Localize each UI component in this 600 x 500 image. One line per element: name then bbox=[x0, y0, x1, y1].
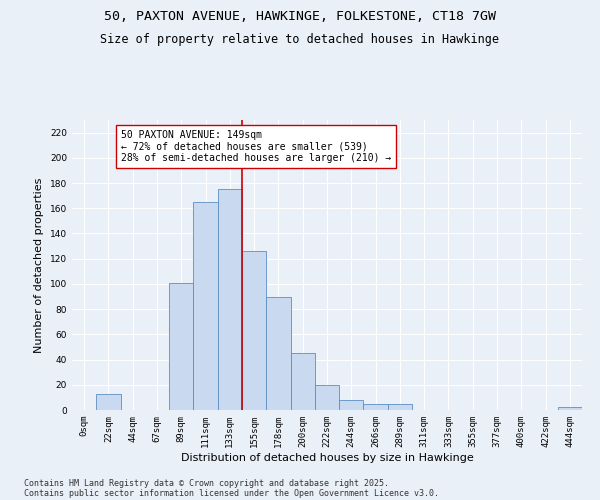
Bar bbox=[218, 190, 242, 410]
Bar bbox=[339, 400, 364, 410]
Bar bbox=[290, 354, 315, 410]
Bar bbox=[242, 251, 266, 410]
Text: 50, PAXTON AVENUE, HAWKINGE, FOLKESTONE, CT18 7GW: 50, PAXTON AVENUE, HAWKINGE, FOLKESTONE,… bbox=[104, 10, 496, 23]
Bar bbox=[364, 404, 388, 410]
Text: 50 PAXTON AVENUE: 149sqm
← 72% of detached houses are smaller (539)
28% of semi-: 50 PAXTON AVENUE: 149sqm ← 72% of detach… bbox=[121, 130, 391, 164]
Bar bbox=[169, 282, 193, 410]
Bar bbox=[558, 408, 582, 410]
Bar bbox=[96, 394, 121, 410]
Bar bbox=[315, 385, 339, 410]
Bar bbox=[193, 202, 218, 410]
Bar bbox=[388, 404, 412, 410]
Bar bbox=[266, 296, 290, 410]
Text: Size of property relative to detached houses in Hawkinge: Size of property relative to detached ho… bbox=[101, 32, 499, 46]
Text: Contains public sector information licensed under the Open Government Licence v3: Contains public sector information licen… bbox=[24, 488, 439, 498]
Y-axis label: Number of detached properties: Number of detached properties bbox=[34, 178, 44, 352]
Text: Contains HM Land Registry data © Crown copyright and database right 2025.: Contains HM Land Registry data © Crown c… bbox=[24, 478, 389, 488]
X-axis label: Distribution of detached houses by size in Hawkinge: Distribution of detached houses by size … bbox=[181, 452, 473, 462]
